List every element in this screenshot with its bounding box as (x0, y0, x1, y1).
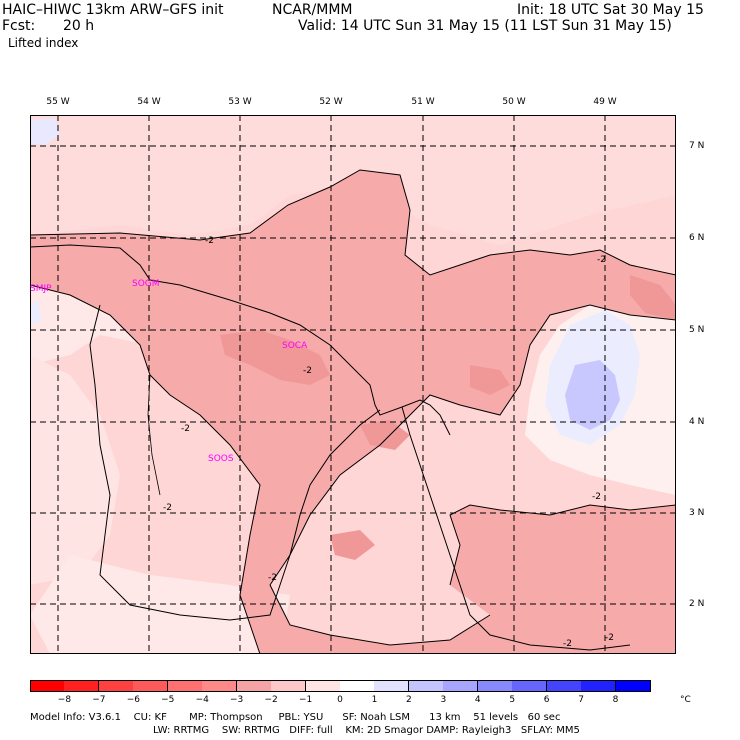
colorbar-tick-label: 8 (612, 695, 619, 705)
colorbar-tick-label: 0 (337, 695, 343, 705)
colorbar-swatch (64, 680, 100, 692)
colorbar-tick-label: −7 (92, 695, 106, 705)
colorbar-tick-label: −2 (264, 695, 278, 705)
lon-label: 51 W (411, 97, 435, 107)
contour-label: -2 (163, 503, 172, 513)
colorbar (30, 680, 680, 692)
field-plus1-west (30, 300, 42, 325)
field-name: Lifted index (8, 36, 79, 50)
forecast-label: Fcst: (2, 18, 36, 34)
lat-label: 7 N (689, 141, 705, 151)
contour-minus2 (269, 304, 676, 646)
colorbar-tick-label: 5 (509, 695, 516, 705)
colorbar-swatch (30, 680, 65, 692)
init-time: Init: 18 UTC Sat 30 May 15 (517, 2, 704, 18)
lat-label: 4 N (689, 417, 705, 427)
forecast-hour: 20 h (63, 18, 95, 34)
contour-label: -2 (563, 639, 572, 649)
lon-label: 53 W (228, 97, 252, 107)
colorbar-tick-label: −3 (230, 695, 244, 705)
station-label: SOOS (208, 454, 234, 464)
field-minus3-patch (330, 530, 375, 560)
colorbar-swatch (167, 680, 203, 692)
field-plus2-east (565, 360, 620, 430)
lat-label: 3 N (689, 508, 705, 518)
colorbar-swatch (202, 680, 238, 692)
colorbar-tick-label: 4 (474, 695, 481, 705)
field-minus3-patch (630, 275, 676, 320)
colorbar-swatch (546, 680, 582, 692)
lat-label: 6 N (689, 233, 705, 243)
contour-label: -2 (181, 424, 190, 434)
lon-label: 55 W (46, 97, 70, 107)
model-title: HAIC–HIWC 13km ARW–GFS init (2, 2, 224, 18)
lat-label: 2 N (689, 599, 705, 609)
colorbar-tick-label: −5 (161, 695, 175, 705)
colorbar-swatch (271, 680, 307, 692)
colorbar-swatch (374, 680, 410, 692)
contour-label: -2 (303, 366, 312, 376)
colorbar-swatch (477, 680, 513, 692)
colorbar-swatch (340, 680, 375, 692)
contour-label: -2 (597, 255, 606, 265)
colorbar-swatch (581, 680, 617, 692)
lon-label: 54 W (137, 97, 161, 107)
colorbar-swatch (408, 680, 444, 692)
colorbar-unit: °C (680, 695, 691, 705)
colorbar-swatch (98, 680, 134, 692)
colorbar-swatch (512, 680, 548, 692)
colorbar-tick-label: 3 (440, 695, 447, 705)
contour-label: -2 (605, 633, 614, 643)
valid-time: Valid: 14 UTC Sun 31 May 15 (11 LST Sun … (298, 18, 672, 34)
contour-label: -2 (268, 573, 277, 583)
colorbar-tick-label: 1 (371, 695, 378, 705)
station-label: SMJP (30, 284, 52, 294)
graticule (30, 115, 676, 654)
colorbar-tick-label: −1 (298, 695, 313, 705)
coastline (30, 244, 451, 436)
model-info-line-2: LW: RRTMG SW: RRTMG DIFF: full KM: 2D Sm… (153, 725, 580, 736)
colorbar-tick-label: −4 (195, 695, 209, 705)
colorbar-swatch (305, 680, 341, 692)
lon-label: 49 W (593, 97, 617, 107)
contour-minus2 (449, 504, 676, 586)
lifted-index-map (30, 115, 676, 654)
colorbar-swatch (133, 680, 169, 692)
colorbar-tick-label: −8 (57, 695, 72, 705)
lon-label: 50 W (502, 97, 526, 107)
colorbar-tick-label: 7 (578, 695, 584, 705)
field-minus3-patch (470, 365, 510, 395)
colorbar-swatch (615, 680, 651, 692)
colorbar-swatch (443, 680, 479, 692)
center-label: NCAR/MMM (272, 2, 353, 18)
colorbar-tick-label: 2 (406, 695, 412, 705)
model-info-line-1: Model Info: V3.6.1 CU: KF MP: Thompson P… (30, 712, 561, 723)
contour-minus2 (30, 169, 676, 276)
contour-label: -2 (205, 236, 214, 246)
border-line (89, 304, 381, 621)
map-frame (30, 115, 676, 654)
colorbar-swatch (236, 680, 272, 692)
contour-minus2 (30, 284, 261, 654)
colorbar-tick-label: 6 (543, 695, 550, 705)
lat-label: 5 N (689, 325, 705, 335)
border-line (401, 406, 631, 651)
field-minus3-patch (220, 330, 330, 385)
station-label: SOCA (282, 341, 308, 351)
station-label: SOGM (132, 279, 160, 289)
contour-label: -2 (592, 492, 601, 502)
field-plus1-nw (30, 118, 60, 145)
colorbar-tick-label: −6 (126, 695, 140, 705)
lon-label: 52 W (319, 97, 343, 107)
